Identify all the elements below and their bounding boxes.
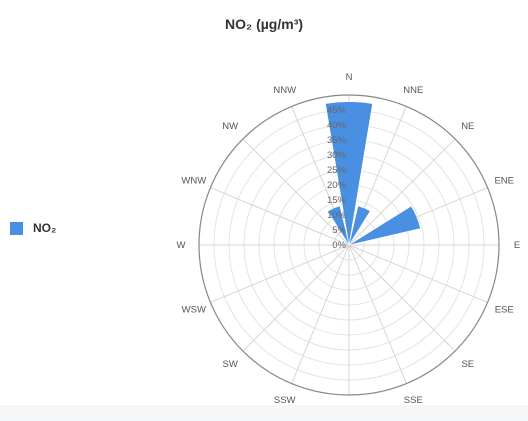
direction-label-sse: SSE xyxy=(404,395,423,406)
radial-tick-label: 45% xyxy=(327,105,347,116)
bar-nne xyxy=(348,205,371,246)
grid-spoke xyxy=(242,244,350,352)
outer-ring xyxy=(198,94,500,396)
bar-n xyxy=(325,101,373,246)
bar-nnw xyxy=(327,205,350,246)
radial-tick-label: 10% xyxy=(327,210,347,221)
direction-label-ssw: SSW xyxy=(274,395,296,406)
direction-label-ese: ESE xyxy=(495,304,514,315)
legend[interactable]: NO₂ xyxy=(10,221,56,235)
direction-label-nw: NW xyxy=(222,121,238,132)
grid-spoke xyxy=(242,138,350,246)
grid-spoke xyxy=(291,244,350,384)
radial-tick-label: 30% xyxy=(327,150,347,161)
radial-tick-label: 25% xyxy=(327,165,347,176)
grid-spoke xyxy=(348,138,456,246)
direction-label-w: W xyxy=(177,240,186,251)
direction-label-sw: SW xyxy=(223,359,238,370)
radial-tick-label: 5% xyxy=(332,225,346,236)
grid-spoke xyxy=(348,244,456,352)
direction-label-ene: ENE xyxy=(494,176,514,187)
direction-label-ne: NE xyxy=(461,121,474,132)
direction-label-wnw: WNW xyxy=(181,176,206,187)
direction-label-se: SE xyxy=(461,359,474,370)
bottom-strip xyxy=(0,405,528,421)
radial-tick-label: 40% xyxy=(327,120,347,131)
radial-tick-label: 15% xyxy=(327,195,347,206)
chart-title: NO₂ (µg/m³) xyxy=(224,16,304,32)
direction-label-e: E xyxy=(514,240,520,251)
bar-ene xyxy=(348,205,421,246)
grid-spoke xyxy=(348,244,407,384)
grid-spoke xyxy=(210,187,350,246)
legend-label-no2: NO₂ xyxy=(33,221,57,235)
direction-label-nne: NNE xyxy=(403,85,423,96)
radial-tick-label: 20% xyxy=(327,180,347,191)
legend-swatch xyxy=(10,221,23,235)
grid-spoke xyxy=(348,244,488,303)
direction-label-n: N xyxy=(346,72,353,83)
radial-tick-label: 35% xyxy=(327,135,347,146)
direction-label-nnw: NNW xyxy=(273,85,296,96)
direction-label-wsw: WSW xyxy=(182,304,206,315)
grid-spoke xyxy=(210,244,350,303)
radial-tick-label: 0% xyxy=(332,240,346,251)
